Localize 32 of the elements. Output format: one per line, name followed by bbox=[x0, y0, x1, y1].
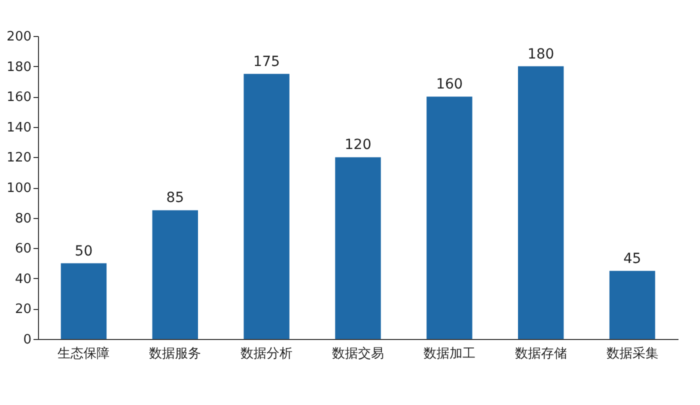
y-tick-label: 140 bbox=[6, 120, 32, 136]
x-tick-label: 数据交易 bbox=[332, 346, 384, 362]
y-tick-label: 40 bbox=[14, 272, 32, 287]
data-label: 180 bbox=[527, 46, 554, 62]
bar bbox=[244, 74, 290, 339]
data-label: 120 bbox=[344, 137, 372, 154]
x-tick-label: 数据分析 bbox=[240, 346, 293, 362]
bar bbox=[335, 157, 381, 339]
x-tick-label: 生态保障 bbox=[58, 346, 110, 362]
y-tick-label: 180 bbox=[6, 60, 32, 75]
x-tick-label: 数据加工 bbox=[423, 346, 476, 362]
bar bbox=[60, 263, 107, 339]
x-tick-label: 数据存储 bbox=[514, 346, 567, 362]
y-tick-label: 200 bbox=[6, 30, 32, 44]
bar bbox=[426, 96, 472, 339]
data-label: 175 bbox=[253, 54, 280, 70]
bar bbox=[609, 270, 656, 339]
data-label: 85 bbox=[166, 190, 184, 206]
data-label: 50 bbox=[74, 243, 93, 260]
y-tick-label: 20 bbox=[14, 302, 32, 318]
bar bbox=[152, 210, 198, 339]
data-label: 45 bbox=[623, 250, 642, 267]
y-tick-label: 60 bbox=[14, 242, 32, 257]
bar bbox=[518, 66, 564, 339]
y-tick-label: 160 bbox=[6, 90, 32, 106]
y-tick-label: 80 bbox=[14, 211, 32, 226]
y-tick-label: 120 bbox=[6, 150, 32, 166]
data-label: 160 bbox=[436, 76, 463, 93]
y-tick-label: 100 bbox=[6, 181, 32, 196]
x-tick-label: 数据服务 bbox=[149, 346, 202, 362]
y-tick-label: 0 bbox=[23, 332, 32, 348]
x-tick-label: 数据采集 bbox=[606, 346, 658, 362]
